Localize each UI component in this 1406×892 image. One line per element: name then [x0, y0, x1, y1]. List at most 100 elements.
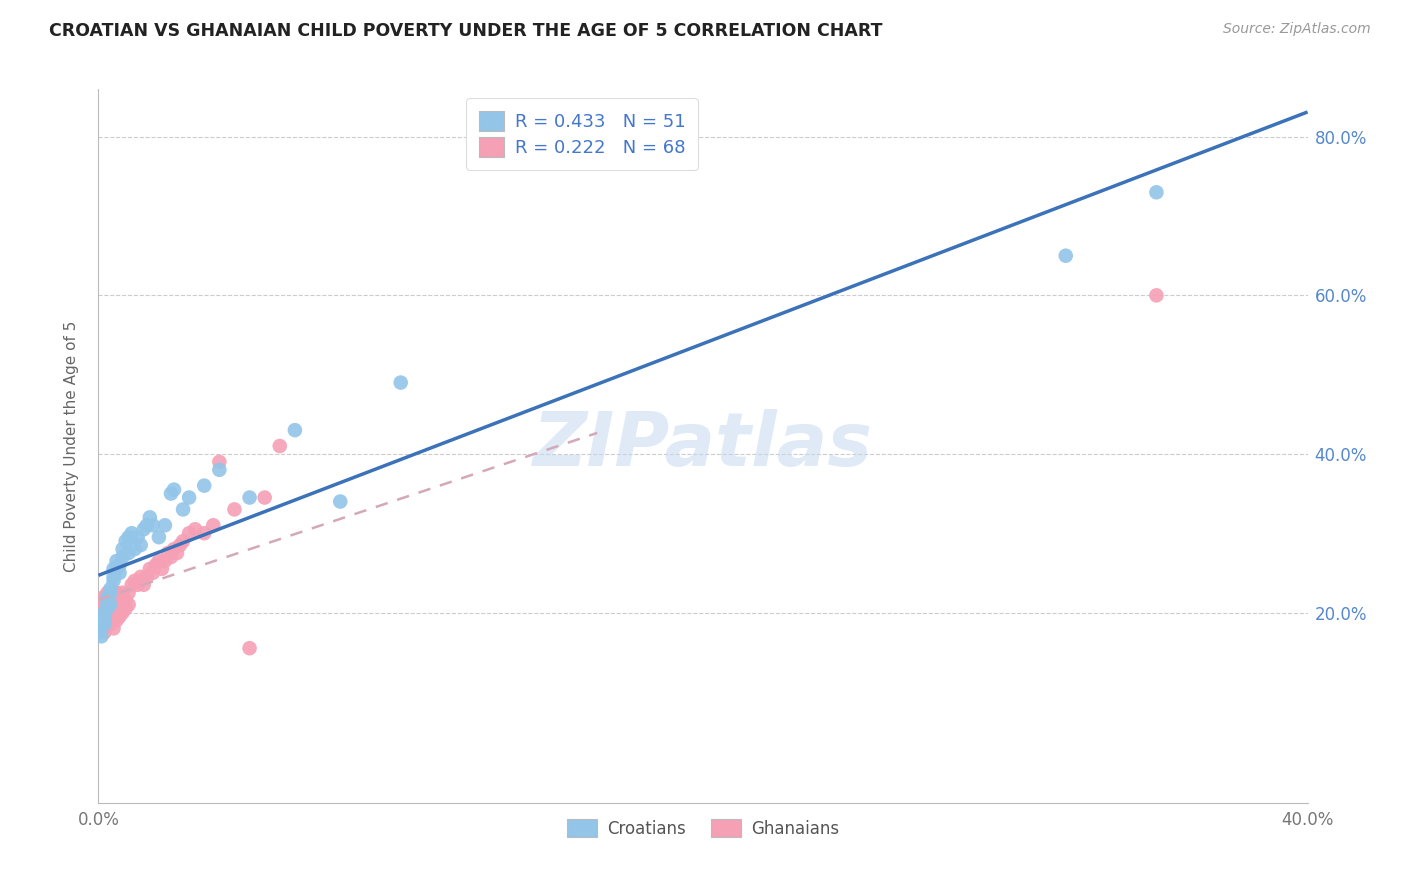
Point: [103, 585, 125, 599]
Point: [105, 585, 128, 599]
Point: [96, 593, 118, 607]
Point: [105, 562, 128, 576]
Point: [87, 606, 110, 620]
Point: [129, 538, 152, 552]
Point: [139, 562, 162, 576]
Point: [135, 518, 157, 533]
Point: [87, 625, 110, 640]
Point: [108, 609, 131, 624]
Point: [124, 542, 146, 557]
Point: [103, 609, 125, 624]
Point: [100, 598, 122, 612]
Point: [148, 554, 170, 568]
Point: [1144, 186, 1167, 200]
Point: [96, 609, 118, 624]
Point: [105, 598, 128, 612]
Point: [163, 483, 186, 497]
Point: [93, 625, 115, 640]
Point: [208, 455, 231, 469]
Point: [93, 606, 115, 620]
Point: [132, 578, 155, 592]
Point: [160, 549, 183, 564]
Point: [93, 614, 115, 628]
Point: [105, 606, 128, 620]
Point: [142, 518, 165, 533]
Point: [96, 598, 118, 612]
Legend: Croatians, Ghanaians: Croatians, Ghanaians: [561, 813, 845, 845]
Point: [202, 518, 225, 533]
Point: [93, 614, 115, 628]
Text: ZIPatlas: ZIPatlas: [533, 409, 873, 483]
Point: [90, 629, 112, 643]
Point: [145, 558, 167, 572]
Point: [269, 439, 291, 453]
Point: [132, 522, 155, 536]
Point: [111, 549, 134, 564]
Text: Source: ZipAtlas.com: Source: ZipAtlas.com: [1223, 22, 1371, 37]
Point: [100, 598, 122, 612]
Point: [166, 546, 188, 560]
Point: [127, 578, 149, 592]
Point: [111, 598, 134, 612]
Point: [103, 601, 125, 615]
Point: [124, 574, 146, 588]
Point: [87, 609, 110, 624]
Point: [90, 614, 112, 628]
Point: [93, 609, 115, 624]
Point: [1144, 288, 1167, 302]
Point: [108, 590, 131, 604]
Point: [90, 609, 112, 624]
Point: [179, 526, 201, 541]
Text: CROATIAN VS GHANAIAN CHILD POVERTY UNDER THE AGE OF 5 CORRELATION CHART: CROATIAN VS GHANAIAN CHILD POVERTY UNDER…: [49, 22, 883, 40]
Point: [100, 590, 122, 604]
Point: [193, 526, 215, 541]
Point: [118, 530, 141, 544]
Point: [127, 530, 149, 544]
Point: [208, 463, 231, 477]
Point: [111, 542, 134, 557]
Point: [239, 641, 262, 656]
Point: [90, 593, 112, 607]
Point: [389, 376, 412, 390]
Point: [87, 598, 110, 612]
Point: [172, 534, 194, 549]
Point: [135, 570, 157, 584]
Point: [90, 617, 112, 632]
Point: [108, 558, 131, 572]
Point: [253, 491, 276, 505]
Point: [118, 598, 141, 612]
Point: [114, 534, 136, 549]
Point: [163, 542, 186, 557]
Point: [93, 617, 115, 632]
Point: [93, 606, 115, 620]
Point: [160, 486, 183, 500]
Point: [103, 621, 125, 635]
Point: [103, 570, 125, 584]
Point: [96, 601, 118, 615]
Y-axis label: Child Poverty Under the Age of 5: Child Poverty Under the Age of 5: [65, 320, 79, 572]
Point: [114, 593, 136, 607]
Point: [121, 526, 143, 541]
Point: [90, 617, 112, 632]
Point: [100, 617, 122, 632]
Point: [96, 601, 118, 615]
Point: [103, 574, 125, 588]
Point: [329, 494, 352, 508]
Point: [93, 590, 115, 604]
Point: [103, 593, 125, 607]
Point: [108, 566, 131, 580]
Point: [156, 546, 179, 560]
Point: [103, 562, 125, 576]
Point: [193, 478, 215, 492]
Point: [111, 606, 134, 620]
Point: [139, 510, 162, 524]
Point: [100, 582, 122, 596]
Point: [114, 601, 136, 615]
Point: [105, 554, 128, 568]
Point: [184, 522, 207, 536]
Point: [118, 585, 141, 599]
Point: [90, 601, 112, 615]
Point: [172, 502, 194, 516]
Point: [111, 585, 134, 599]
Point: [129, 570, 152, 584]
